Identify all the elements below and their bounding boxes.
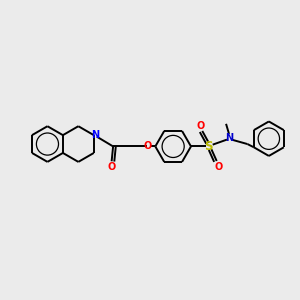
Text: O: O — [107, 162, 116, 172]
Text: O: O — [214, 162, 223, 172]
Text: N: N — [91, 130, 99, 140]
Text: O: O — [143, 141, 152, 151]
Text: N: N — [226, 133, 234, 143]
Text: O: O — [197, 121, 205, 130]
Text: S: S — [205, 140, 213, 153]
